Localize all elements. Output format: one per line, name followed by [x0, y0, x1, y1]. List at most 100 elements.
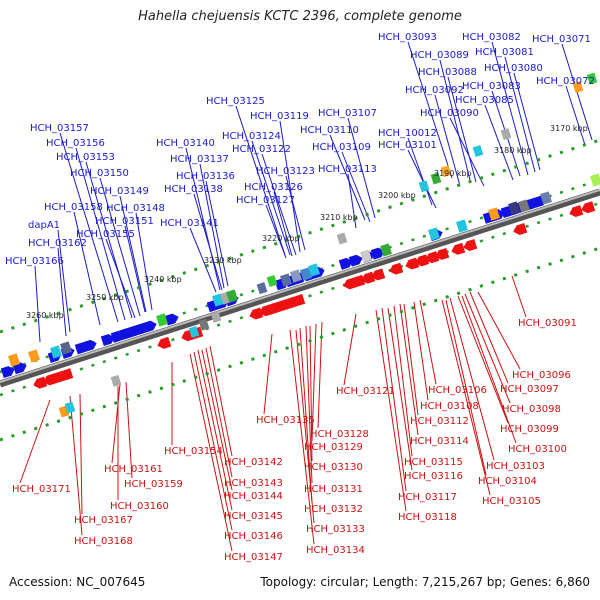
reverse-gene-label[interactable]: HCH_03167 — [74, 515, 133, 526]
reverse-gene-label[interactable]: HCH_03091 — [518, 318, 577, 329]
reverse-gene-label[interactable]: HCH_03096 — [512, 370, 571, 381]
forward-gene-label[interactable]: HCH_03109 — [312, 142, 371, 153]
feature-box[interactable] — [64, 401, 76, 414]
forward-gene-label[interactable]: HCH_03092 — [405, 85, 464, 96]
forward-gene-label[interactable]: HCH_03150 — [70, 168, 129, 179]
reverse-gene-label[interactable]: HCH_03105 — [482, 496, 541, 507]
reverse-gene-label[interactable]: HCH_03142 — [224, 457, 283, 468]
feature-box[interactable] — [440, 165, 452, 178]
feature-box[interactable] — [518, 199, 530, 213]
forward-gene-label[interactable]: HCH_03083 — [462, 81, 521, 92]
feature-box[interactable] — [8, 353, 20, 367]
feature-box[interactable] — [586, 72, 598, 85]
feature-box[interactable] — [266, 274, 278, 287]
reverse-gene-arrow[interactable] — [462, 239, 478, 252]
forward-gene-label[interactable]: HCH_03141 — [160, 218, 219, 229]
feature-box[interactable] — [156, 313, 168, 327]
reverse-gene-label[interactable]: HCH_03128 — [310, 429, 369, 440]
reverse-gene-label[interactable]: HCH_03160 — [110, 501, 169, 512]
reverse-gene-arrow[interactable] — [32, 376, 48, 390]
feature-box[interactable] — [456, 219, 468, 233]
reverse-gene-label[interactable]: HCH_03143 — [224, 478, 283, 489]
feature-box[interactable] — [472, 145, 484, 158]
feature-box[interactable] — [60, 341, 72, 355]
forward-gene-arrow[interactable] — [12, 361, 28, 375]
feature-box[interactable] — [198, 318, 210, 331]
reverse-gene-arrow[interactable] — [450, 242, 466, 256]
forward-gene-label[interactable]: HCH_03122 — [232, 144, 291, 155]
reverse-gene-label[interactable]: HCH_03098 — [502, 404, 561, 415]
reverse-gene-arrow[interactable] — [388, 262, 404, 276]
reverse-gene-label[interactable]: HCH_03144 — [224, 491, 283, 502]
reverse-gene-label[interactable]: HCH_03100 — [508, 444, 567, 455]
forward-gene-label[interactable]: HCH_03089 — [410, 50, 469, 61]
reverse-gene-label[interactable]: HCH_03117 — [398, 492, 457, 503]
feature-box[interactable] — [210, 310, 222, 323]
reverse-gene-label[interactable]: HCH_03154 — [164, 446, 223, 457]
forward-gene-label[interactable]: HCH_03148 — [106, 203, 165, 214]
feature-box[interactable] — [336, 232, 348, 245]
forward-gene-arrow[interactable] — [164, 312, 180, 326]
feature-box[interactable] — [300, 267, 312, 281]
feature-box[interactable] — [488, 207, 500, 221]
reverse-gene-arrow[interactable] — [350, 274, 366, 288]
reverse-gene-label[interactable]: HCH_03115 — [404, 457, 463, 468]
reverse-gene-label[interactable]: HCH_03147 — [224, 552, 283, 563]
forward-gene-label[interactable]: HCH_03090 — [420, 108, 479, 119]
feature-box[interactable] — [572, 81, 584, 94]
forward-gene-label[interactable]: HCH_03123 — [256, 166, 315, 177]
forward-gene-label[interactable]: HCH_03125 — [206, 96, 265, 107]
reverse-gene-label[interactable]: HCH_03103 — [486, 461, 545, 472]
reverse-gene-label[interactable]: HCH_03121 — [336, 386, 395, 397]
forward-gene-arrow[interactable] — [0, 365, 16, 379]
reverse-gene-label[interactable]: HCH_03145 — [224, 511, 283, 522]
reverse-gene-arrow[interactable] — [404, 257, 420, 271]
forward-gene-label[interactable]: HCH_03166 — [5, 256, 64, 267]
forward-gene-label[interactable]: HCH_03140 — [156, 138, 215, 149]
forward-gene-label[interactable]: HCH_03157 — [30, 123, 89, 134]
reverse-gene-arrow[interactable] — [360, 271, 376, 285]
reverse-gene-arrow[interactable] — [290, 294, 306, 307]
forward-gene-label[interactable]: HCH_03088 — [418, 67, 477, 78]
feature-box[interactable] — [418, 180, 430, 193]
forward-gene-label[interactable]: HCH_03136 — [176, 171, 235, 182]
feature-box[interactable] — [540, 191, 552, 205]
forward-gene-label[interactable]: HCH_03082 — [462, 32, 521, 43]
reverse-gene-arrow[interactable] — [370, 268, 386, 281]
feature-box[interactable] — [28, 349, 40, 363]
reverse-gene-label[interactable]: HCH_03146 — [224, 531, 283, 542]
forward-gene-label[interactable]: HCH_03071 — [532, 34, 591, 45]
forward-gene-label[interactable]: HCH_03124 — [222, 131, 281, 142]
reverse-gene-arrow[interactable] — [248, 307, 264, 320]
reverse-gene-label[interactable]: HCH_03114 — [410, 436, 469, 447]
feature-box[interactable] — [188, 325, 200, 338]
forward-gene-arrow[interactable] — [100, 333, 116, 347]
feature-box[interactable] — [508, 201, 520, 215]
feature-box[interactable] — [110, 374, 122, 387]
forward-gene-label[interactable]: HCH_03127 — [236, 195, 295, 206]
reverse-gene-label[interactable]: HCH_03104 — [478, 476, 537, 487]
forward-gene-label[interactable]: HCH_03072 — [536, 76, 595, 87]
forward-gene-label[interactable]: HCH_03153 — [56, 152, 115, 163]
feature-box[interactable] — [290, 269, 302, 283]
reverse-gene-arrow[interactable] — [58, 368, 74, 381]
forward-gene-arrow[interactable] — [338, 256, 354, 270]
forward-gene-label[interactable]: HCH_03085 — [455, 95, 514, 106]
feature-box[interactable] — [590, 173, 600, 187]
reverse-gene-label[interactable]: HCH_03159 — [124, 479, 183, 490]
forward-gene-label[interactable]: HCH_03138 — [164, 184, 223, 195]
forward-gene-label[interactable]: HCH_03110 — [300, 125, 359, 136]
feature-box[interactable] — [380, 243, 392, 257]
reverse-gene-label[interactable]: HCH_03168 — [74, 536, 133, 547]
forward-gene-label[interactable]: HCH_03156 — [46, 138, 105, 149]
reverse-gene-label[interactable]: HCH_03130 — [304, 462, 363, 473]
feature-box[interactable] — [308, 263, 320, 277]
reverse-gene-arrow[interactable] — [434, 247, 450, 261]
forward-gene-label[interactable]: HCH_03137 — [170, 154, 229, 165]
forward-gene-label[interactable]: HCH_03101 — [378, 140, 437, 151]
forward-gene-label[interactable]: HCH_03093 — [378, 32, 437, 43]
reverse-gene-label[interactable]: HCH_03129 — [304, 442, 363, 453]
forward-gene-label[interactable]: HCH_03151 — [95, 216, 154, 227]
forward-gene-label[interactable]: dapA1 — [28, 220, 60, 231]
reverse-gene-label[interactable]: HCH_03097 — [500, 384, 559, 395]
